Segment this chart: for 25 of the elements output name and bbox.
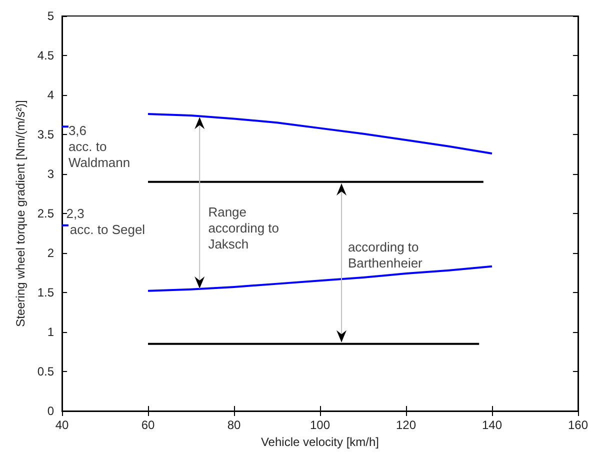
- x-tick-label: 100: [310, 418, 330, 432]
- annotation: Range according to Jaksch: [208, 204, 280, 252]
- y-tick-label: 2.5: [37, 206, 54, 220]
- x-tick-label: 120: [396, 418, 416, 432]
- y-tick-label: 4.5: [37, 48, 54, 62]
- x-tick-label: 80: [227, 418, 241, 432]
- y-tick-label: 1.5: [37, 286, 54, 300]
- y-tick-label: 0.5: [37, 364, 54, 378]
- x-tick-label: 60: [141, 418, 155, 432]
- x-tick-label: 140: [482, 418, 502, 432]
- y-tick-label: 3: [47, 167, 54, 181]
- x-tick-label: 40: [55, 418, 69, 432]
- y-tick-label: 0: [47, 404, 54, 418]
- annotation: 3,6 acc. to Waldmann: [68, 123, 130, 170]
- x-axis-title: Vehicle velocity [km/h]: [260, 434, 380, 449]
- y-tick-label: 4: [47, 88, 54, 102]
- annotation: 2,3 acc. to Segel: [66, 206, 146, 238]
- y-tick-label: 5: [47, 9, 54, 23]
- line-series: [147, 112, 493, 154]
- y-tick-label: 2: [47, 246, 54, 260]
- y-axis-title: Steering wheel torque gradient [Nm/(m/s²)]: [13, 100, 28, 327]
- annotation: according to Barthenheier: [348, 239, 424, 270]
- y-tick-label: 3.5: [37, 128, 54, 142]
- x-tick-label: 160: [568, 418, 588, 432]
- y-tick-label: 1: [47, 325, 54, 339]
